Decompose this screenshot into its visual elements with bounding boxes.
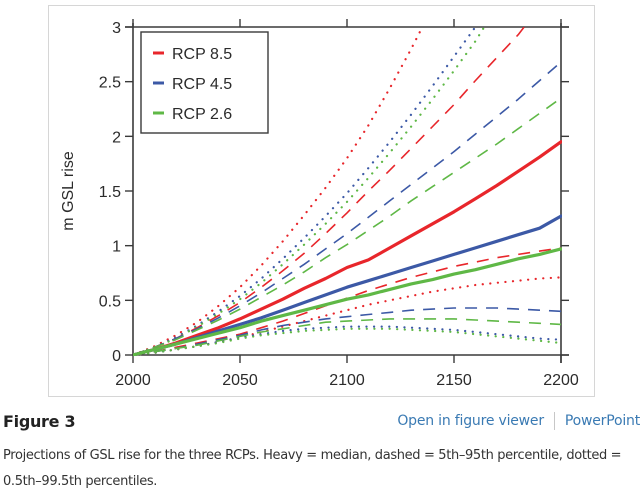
legend-label: RCP 4.5 [172, 76, 232, 93]
y-tick-label: 3 [112, 20, 121, 37]
x-tick-label: 2150 [436, 372, 472, 389]
axes: 0 0.5 1 1.5 2 2.5 3 2000 2050 2100 2150 2200 [99, 19, 579, 389]
link-separator [553, 412, 555, 430]
x-tick-label: 2000 [115, 372, 151, 389]
y-tick-label: 1.5 [99, 184, 121, 201]
chart: 0 0.5 1 1.5 2 2.5 3 2000 2050 2100 2150 2200 RCP 8.… [60, 19, 579, 389]
x-tick-label: 2100 [329, 372, 365, 389]
open-figure-viewer-link[interactable]: Open in figure viewer [397, 413, 544, 429]
series-layer [133, 27, 562, 356]
y-tick-label: 2.5 [99, 75, 121, 92]
series-line-rcp-2-6-95th [133, 97, 562, 356]
series-line-rcp-2-6-median [133, 247, 562, 356]
series-line-rcp-2-6-99-5th [133, 27, 486, 356]
x-tick-label: 2200 [543, 372, 579, 389]
series-line-rcp-4-5-5th [133, 307, 562, 356]
figure-caption: Projections of GSL rise for the three RC… [3, 448, 622, 489]
y-tick-label: 1 [112, 239, 121, 256]
y-tick-label: 0.5 [99, 293, 121, 310]
series-line-rcp-4-5-95th [133, 61, 562, 356]
x-tick-label: 2050 [222, 372, 258, 389]
series-line-rcp-8-5-0-5th [133, 276, 562, 356]
legend: RCP 8.5 RCP 4.5 RCP 2.6 [140, 31, 269, 134]
series-line-rcp-4-5-0-5th [133, 325, 562, 356]
y-axis-label: m GSL rise [60, 151, 77, 231]
series-line-rcp-2-6-5th [133, 318, 562, 356]
series-line-rcp-2-6-0-5th [133, 327, 562, 356]
figure-title: Figure 3 [3, 412, 76, 431]
series-line-rcp-8-5-99-5th [133, 27, 424, 356]
y-tick-label: 0 [112, 348, 121, 365]
powerpoint-link[interactable]: PowerPoint [564, 413, 640, 429]
series-line-rcp-8-5-95th [133, 27, 526, 356]
series-line-rcp-8-5-median [133, 140, 562, 356]
y-tick-label: 2 [112, 129, 121, 146]
figure-frame [48, 5, 595, 397]
figure-links: Open in figure viewer PowerPoint [397, 412, 640, 430]
legend-label: RCP 2.6 [172, 106, 232, 123]
legend-label: RCP 8.5 [172, 46, 232, 63]
